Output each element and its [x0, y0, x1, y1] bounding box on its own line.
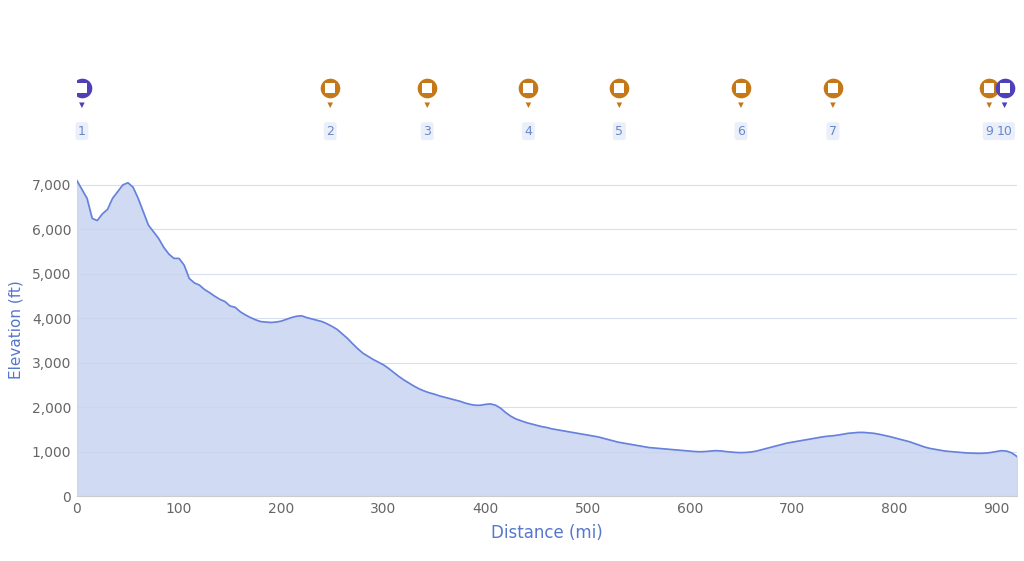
- Text: 4: 4: [524, 125, 532, 137]
- Point: [322, 83, 338, 92]
- Text: 6: 6: [737, 125, 744, 137]
- Point: [824, 83, 841, 92]
- X-axis label: Distance (mi): Distance (mi): [490, 525, 603, 542]
- Point: [419, 83, 435, 92]
- Y-axis label: Elevation (ft): Elevation (ft): [8, 280, 24, 379]
- Point: [74, 83, 90, 92]
- Text: 3: 3: [423, 125, 431, 137]
- Text: Elevation Data: Elevation Data: [18, 28, 175, 47]
- Text: 1: 1: [78, 125, 86, 137]
- Text: ✕: ✕: [988, 25, 1006, 45]
- Text: 5: 5: [615, 125, 624, 137]
- Point: [996, 83, 1013, 92]
- Point: [981, 83, 997, 92]
- Point: [611, 83, 628, 92]
- Point: [996, 83, 1013, 92]
- Point: [733, 83, 750, 92]
- Text: 2: 2: [327, 125, 334, 137]
- Point: [733, 83, 750, 92]
- Point: [74, 83, 90, 92]
- Point: [419, 83, 435, 92]
- Text: 7: 7: [828, 125, 837, 137]
- Point: [981, 83, 997, 92]
- Point: [824, 83, 841, 92]
- Point: [322, 83, 338, 92]
- Text: 10: 10: [996, 125, 1013, 137]
- Text: 9: 9: [985, 125, 993, 137]
- Point: [520, 83, 537, 92]
- Point: [520, 83, 537, 92]
- Point: [611, 83, 628, 92]
